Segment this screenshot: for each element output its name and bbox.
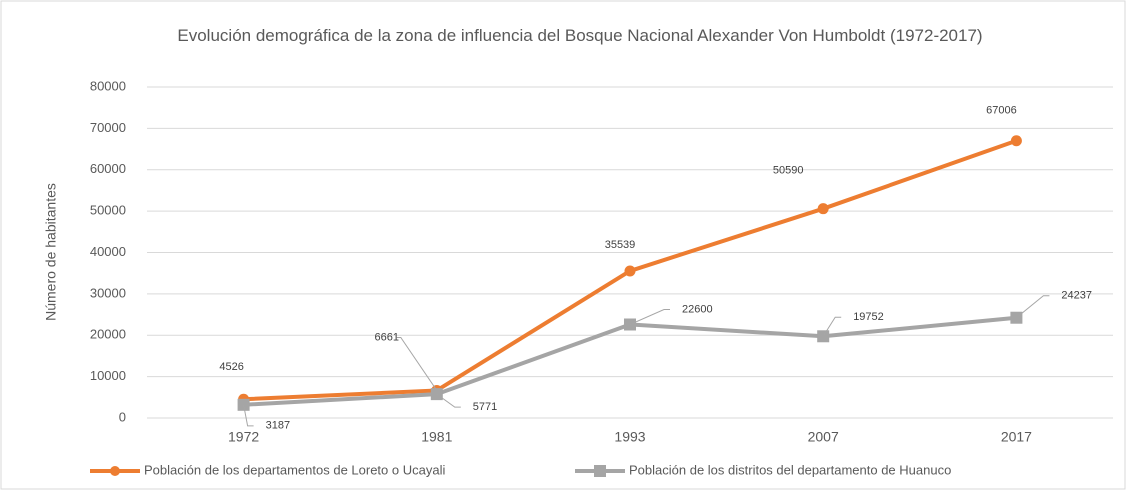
y-tick-label: 0: [119, 409, 126, 424]
x-tick-label: 2007: [808, 429, 839, 445]
marker: [817, 203, 829, 215]
legend-marker: [594, 465, 606, 477]
data-label: 22600: [682, 303, 713, 315]
legend-label: Población de los distritos del departame…: [629, 462, 951, 477]
leader-line: [243, 404, 254, 427]
data-label: 19752: [853, 311, 884, 323]
leader-line: [436, 393, 461, 408]
x-tick-label: 1972: [228, 429, 259, 445]
marker: [624, 265, 636, 277]
series-line: [243, 315, 1017, 407]
data-label: 24237: [1061, 290, 1092, 302]
x-tick-label: 2017: [1001, 429, 1032, 445]
data-label: 50590: [773, 165, 804, 177]
y-tick-label: 60000: [90, 161, 126, 176]
chart-title: Evolución demográfica de la zona de infl…: [177, 26, 983, 45]
marker: [1010, 135, 1022, 147]
x-tick-label: 1981: [421, 429, 452, 445]
y-tick-label: 30000: [90, 285, 126, 300]
data-label: 35539: [605, 239, 636, 251]
leader-line: [822, 316, 842, 337]
data-label: 67006: [986, 105, 1017, 117]
y-tick-label: 20000: [90, 327, 126, 342]
leader-line: [396, 336, 438, 391]
y-tick-label: 80000: [90, 78, 126, 93]
x-tick-label: 1993: [614, 429, 645, 445]
data-label: 3187: [266, 420, 290, 432]
data-label: 5771: [473, 401, 497, 413]
legend-marker: [110, 466, 120, 476]
data-label: 4526: [219, 361, 243, 373]
leader-line: [1016, 295, 1050, 319]
data-label: 6661: [375, 331, 399, 343]
y-tick-label: 10000: [90, 368, 126, 383]
y-tick-label: 70000: [90, 120, 126, 135]
y-tick-label: 40000: [90, 244, 126, 259]
y-axis-label: Número de habitantes: [43, 183, 59, 321]
y-tick-label: 50000: [90, 203, 126, 218]
legend-label: Población de los departamentos de Loreto…: [144, 462, 445, 477]
leader-line: [629, 308, 670, 325]
